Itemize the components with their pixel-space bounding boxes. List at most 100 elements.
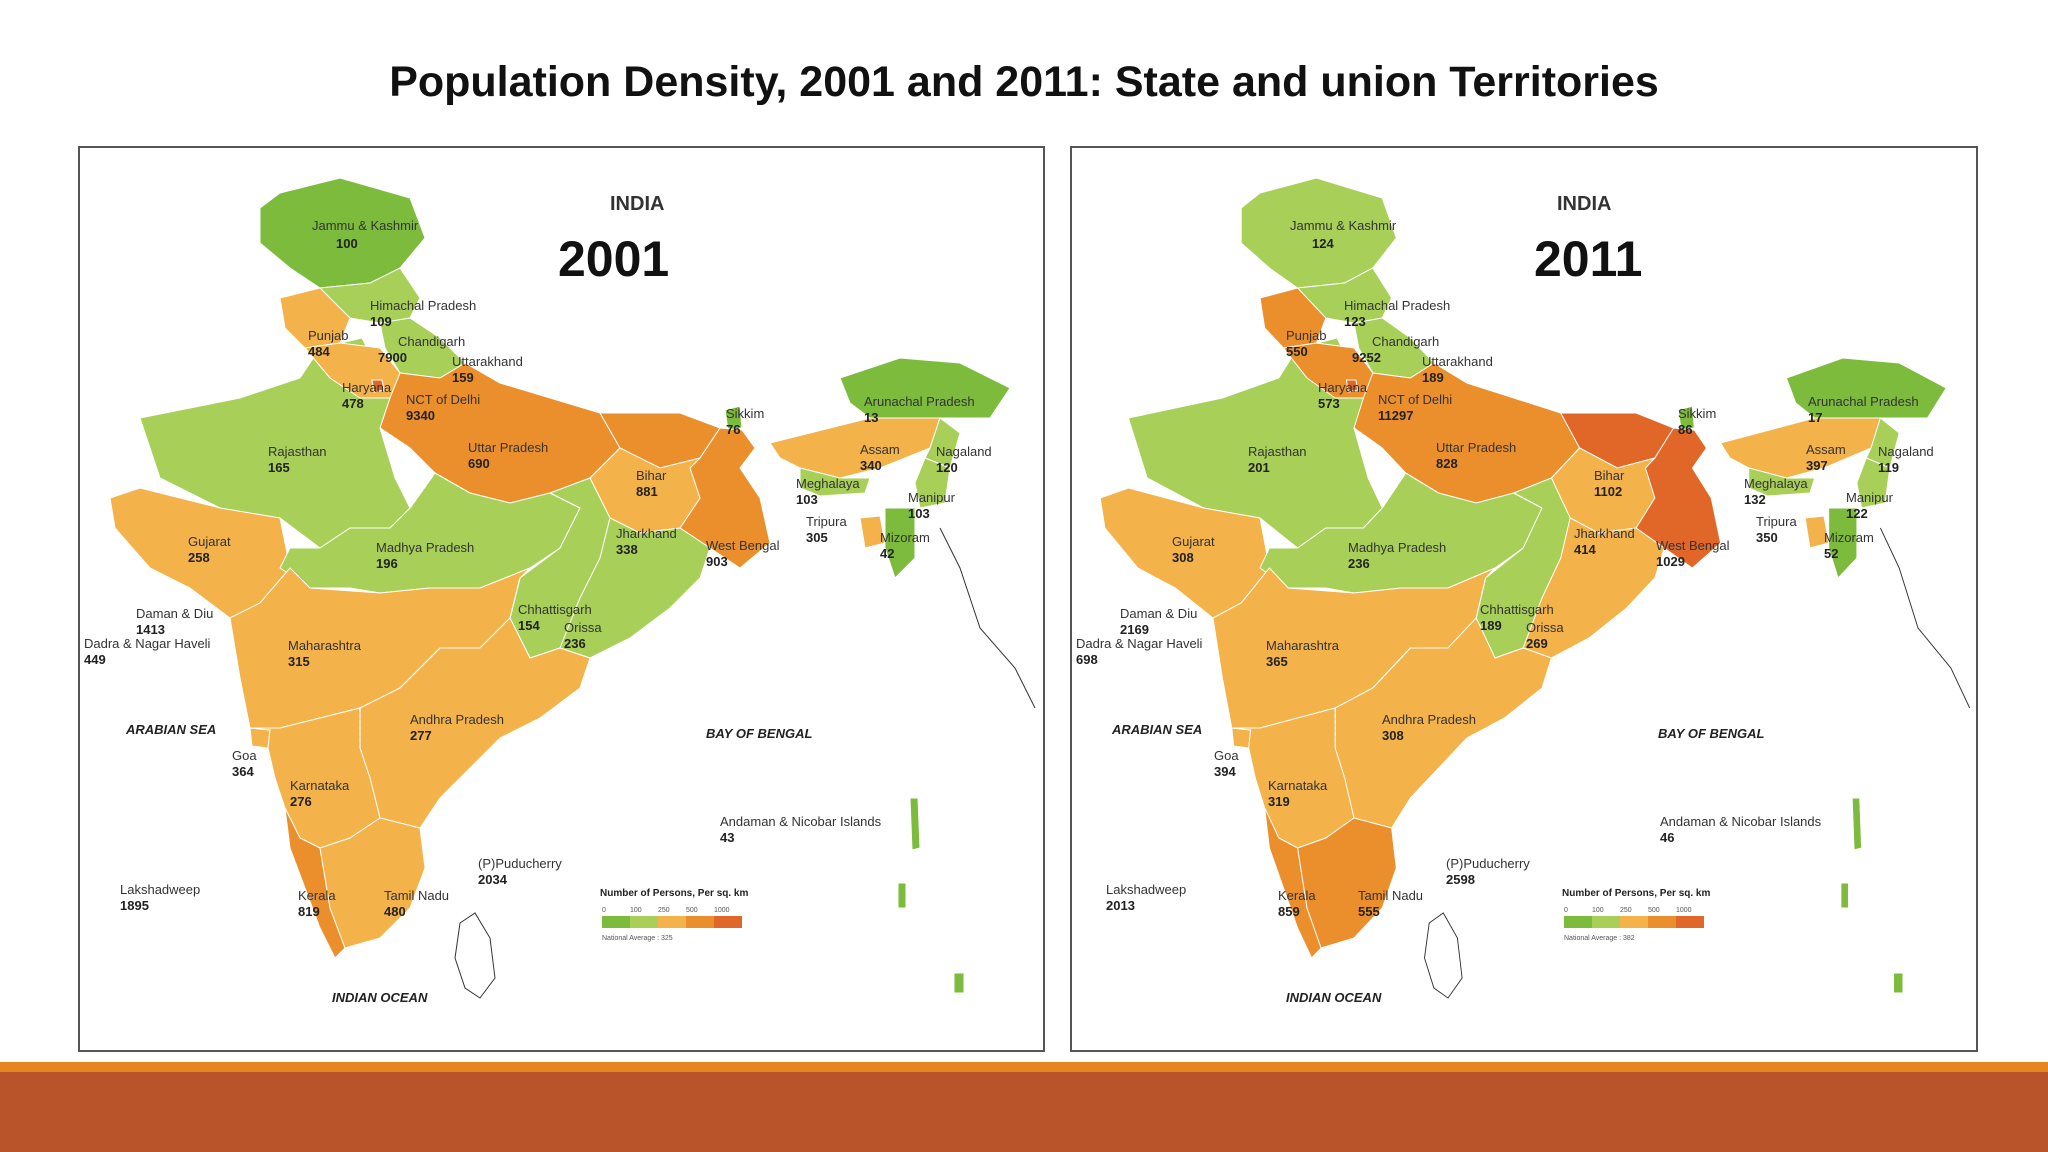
value-dn: 449 (84, 652, 106, 667)
legend-swatch-1 (1564, 916, 1592, 928)
value-dd: 2169 (1120, 622, 1149, 637)
label-wb: West Bengal (706, 538, 780, 553)
value-mz: 52 (1824, 546, 1838, 561)
region-orissa (559, 517, 711, 659)
country-label: INDIA (610, 193, 664, 215)
label-as: Assam (1806, 442, 1846, 457)
country-label: INDIA (1557, 193, 1611, 215)
label-mz: Mizoram (880, 530, 930, 545)
label-hr: Haryana (342, 380, 392, 395)
label-ap: Andhra Pradesh (1382, 712, 1476, 727)
value-ar: 13 (864, 410, 878, 425)
map-2011: INDIA 2011 Jammu & Kashmir 124 Himachal … (1070, 146, 1978, 1052)
map-2001: INDIA 2001 Jammu & Kashmir 100 Himachal … (78, 146, 1045, 1052)
label-indian-ocean: INDIAN OCEAN (1286, 990, 1382, 1005)
legend-tick-1: 100 (1592, 907, 1604, 914)
label-dn: Dadra & Nagar Haveli (84, 636, 211, 651)
label-bay-of-bengal: BAY OF BENGAL (706, 726, 812, 741)
value-rj: 165 (268, 460, 290, 475)
label-up: Uttar Pradesh (1436, 440, 1516, 455)
value-jk: 124 (1312, 236, 1334, 251)
label-tn: Tamil Nadu (1358, 888, 1423, 903)
legend: Number of Persons, Per sq. km 0 100 250 … (1562, 888, 1710, 942)
value-pb: 550 (1286, 344, 1308, 359)
value-an: 46 (1660, 830, 1674, 845)
region-mizoram (1828, 507, 1858, 579)
region-sikkim (724, 405, 743, 431)
label-or: Orissa (1526, 620, 1564, 635)
legend-swatch-5 (1676, 916, 1704, 928)
india-map-2001: INDIA 2001 Jammu & Kashmir 100 Himachal … (84, 177, 1036, 1005)
label-uk: Uttarakhand (1422, 354, 1493, 369)
label-dl: NCT of Delhi (1378, 392, 1452, 407)
value-mh: 315 (288, 654, 310, 669)
label-ar: Arunachal Pradesh (864, 394, 975, 409)
value-rj: 201 (1248, 460, 1270, 475)
label-hr: Haryana (1318, 380, 1368, 395)
label-br: Bihar (1594, 468, 1625, 483)
label-an: Andaman & Nicobar Islands (1660, 814, 1822, 829)
value-hr: 573 (1318, 396, 1340, 411)
legend-tick-4: 1000 (1676, 907, 1692, 914)
value-ka: 276 (290, 794, 312, 809)
label-mp: Madhya Pradesh (1348, 540, 1446, 555)
label-ga: Goa (232, 748, 257, 763)
label-up: Uttar Pradesh (468, 440, 548, 455)
value-hp: 109 (370, 314, 392, 329)
value-kl: 819 (298, 904, 320, 919)
legend-swatch-2 (1592, 916, 1620, 928)
value-jk: 100 (336, 236, 358, 251)
region-kerala (284, 807, 346, 959)
value-gj: 258 (188, 550, 210, 565)
value-hr: 478 (342, 396, 364, 411)
legend-swatch-3 (658, 916, 686, 928)
legend-tick-3: 500 (686, 907, 698, 914)
label-rj: Rajasthan (1248, 444, 1307, 459)
value-wb: 1029 (1656, 554, 1685, 569)
label-or: Orissa (564, 620, 602, 635)
value-tn: 555 (1358, 904, 1380, 919)
label-ga: Goa (1214, 748, 1239, 763)
region-assam (1719, 417, 1882, 479)
label-ar: Arunachal Pradesh (1808, 394, 1919, 409)
legend-average: National Average : 382 (1564, 935, 1635, 942)
label-nl: Nagaland (1878, 444, 1934, 459)
value-tr: 305 (806, 530, 828, 545)
label-ch: Chandigarh (398, 334, 465, 349)
label-mn: Manipur (908, 490, 956, 505)
state-borders (359, 427, 621, 748)
label-cg: Chhattisgarh (518, 602, 592, 617)
label-dd: Daman & Diu (136, 606, 213, 621)
label-sk: Sikkim (726, 406, 764, 421)
value-py: 2034 (478, 872, 508, 887)
legend-tick-0: 0 (602, 907, 606, 914)
region-meghalaya (799, 467, 871, 497)
value-or: 236 (564, 636, 586, 651)
legend-swatch-4 (686, 916, 714, 928)
label-mh: Maharashtra (1266, 638, 1340, 653)
label-dn: Dadra & Nagar Haveli (1076, 636, 1203, 651)
label-mh: Maharashtra (288, 638, 362, 653)
label-bay-of-bengal: BAY OF BENGAL (1658, 726, 1764, 741)
value-mn: 122 (1846, 506, 1868, 521)
label-jh: Jharkhand (616, 526, 677, 541)
value-jh: 414 (1574, 542, 1596, 557)
value-ch: 7900 (378, 350, 407, 365)
legend-swatch-1 (602, 916, 630, 928)
region-himachal (1296, 267, 1393, 324)
label-uk: Uttarakhand (452, 354, 523, 369)
value-py: 2598 (1446, 872, 1475, 887)
value-mp: 196 (376, 556, 398, 571)
value-sk: 76 (726, 422, 740, 437)
value-wb: 903 (706, 554, 728, 569)
legend-tick-2: 250 (658, 907, 670, 914)
value-up: 690 (468, 456, 490, 471)
value-dd: 1413 (136, 622, 165, 637)
value-sk: 86 (1678, 422, 1692, 437)
label-ka: Karnataka (1268, 778, 1328, 793)
value-ka: 319 (1268, 794, 1290, 809)
legend-swatch-2 (630, 916, 658, 928)
label-rj: Rajasthan (268, 444, 327, 459)
label-ap: Andhra Pradesh (410, 712, 504, 727)
value-uk: 189 (1422, 370, 1444, 385)
